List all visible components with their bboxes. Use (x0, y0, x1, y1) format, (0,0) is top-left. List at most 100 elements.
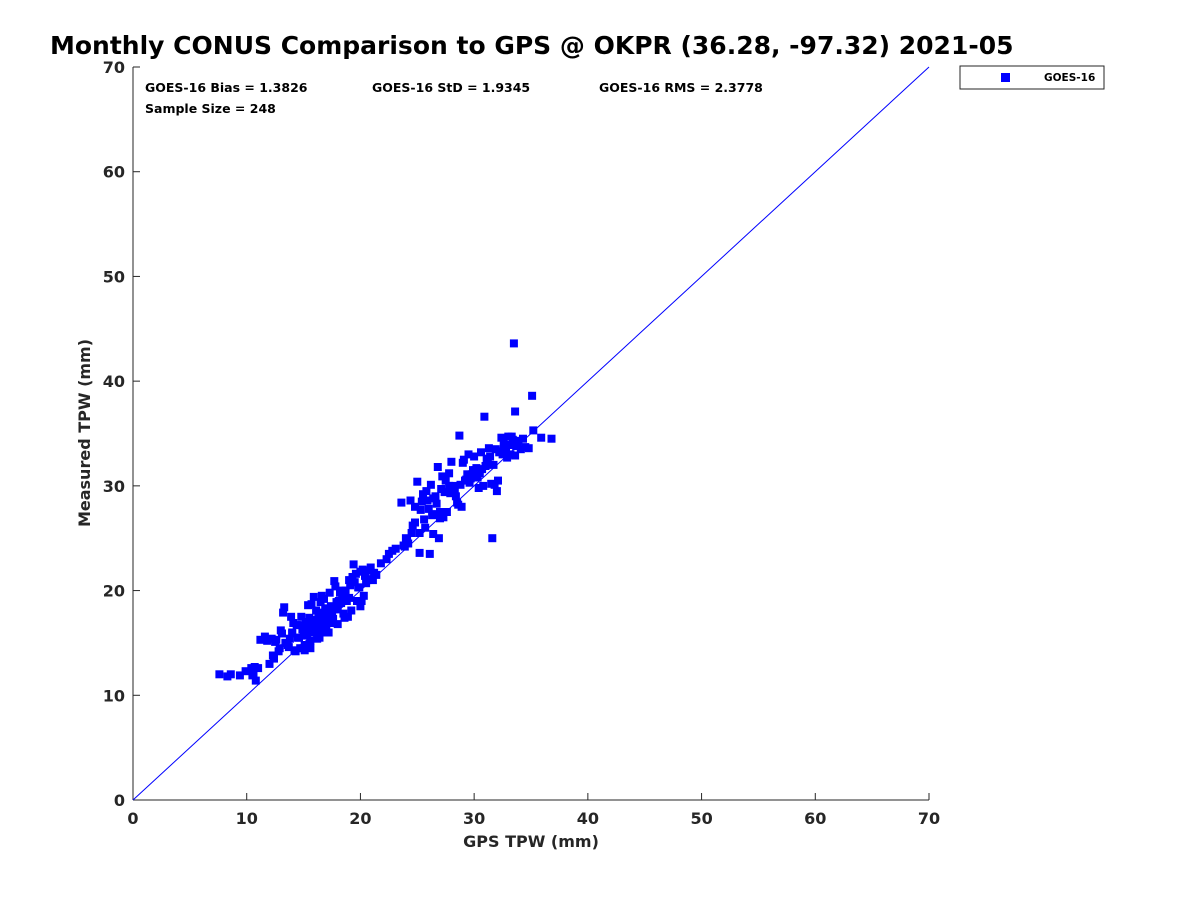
data-point (479, 481, 488, 490)
x-tick-label: 20 (349, 809, 371, 828)
stat-rms: GOES-16 RMS = 2.3778 (599, 80, 763, 95)
data-point (357, 597, 366, 605)
data-point (315, 624, 324, 633)
data-point (338, 592, 347, 601)
stat-std: GOES-16 StD = 1.9345 (372, 80, 530, 95)
data-point (330, 577, 339, 586)
axis-ticks: 0 10 20 30 40 50 60 70 0 10 20 30 40 50 60 70 (103, 58, 940, 828)
data-point (382, 555, 391, 564)
data-point (279, 608, 288, 617)
data-point (424, 504, 433, 513)
data-point (519, 434, 527, 443)
plot-area (132, 67, 929, 801)
data-point (308, 623, 317, 632)
data-point (353, 597, 361, 605)
data-point (437, 485, 446, 493)
data-point (388, 546, 397, 555)
data-point (472, 464, 481, 473)
stat-bias: GOES-16 Bias = 1.3826 (145, 80, 308, 95)
data-point (401, 534, 410, 543)
data-point (447, 457, 456, 466)
data-point (481, 462, 490, 470)
y-tick-label: 40 (103, 372, 125, 391)
data-point (496, 447, 505, 456)
data-point (251, 676, 260, 685)
data-point (432, 499, 441, 508)
data-point (467, 470, 476, 479)
data-point (370, 568, 379, 577)
data-point (436, 508, 444, 516)
data-point (512, 442, 521, 451)
y-tick-label: 20 (103, 582, 125, 601)
data-point (270, 654, 278, 663)
legend-label-goes16: GOES-16 (1044, 72, 1095, 84)
data-point (254, 664, 263, 673)
data-point (289, 619, 298, 627)
data-point (492, 487, 501, 496)
data-point (334, 597, 343, 605)
data-point (484, 444, 493, 453)
data-point (297, 621, 306, 630)
data-point (415, 548, 424, 557)
data-point (505, 441, 514, 449)
data-point (321, 604, 330, 613)
x-tick-label: 50 (690, 809, 712, 828)
data-point (470, 452, 479, 461)
data-point (404, 539, 413, 548)
x-tick-label: 40 (577, 809, 599, 828)
x-tick-label: 60 (804, 809, 826, 828)
data-point (413, 477, 422, 486)
data-point (456, 480, 465, 489)
data-point (226, 670, 235, 679)
data-point (529, 426, 538, 435)
data-point (500, 442, 509, 451)
data-point (309, 592, 318, 601)
x-tick-label: 0 (127, 809, 138, 828)
data-point (288, 628, 297, 637)
y-tick-label: 10 (103, 686, 125, 705)
data-point (521, 443, 530, 452)
data-point (425, 549, 434, 558)
data-point (423, 496, 432, 505)
data-point (298, 625, 307, 634)
data-point (511, 451, 520, 460)
data-point (317, 591, 326, 600)
data-point (339, 609, 348, 618)
data-point (473, 473, 482, 482)
data-point (341, 586, 350, 595)
data-point (420, 515, 429, 524)
data-point (314, 608, 323, 617)
data-point (497, 433, 506, 442)
data-point (419, 490, 427, 499)
data-point (439, 513, 448, 522)
data-point (329, 614, 338, 623)
data-point (503, 453, 512, 462)
data-point (267, 634, 276, 643)
data-point (328, 609, 336, 618)
data-point (304, 625, 313, 634)
y-tick-label: 0 (114, 791, 125, 810)
y-tick-label: 50 (103, 267, 125, 286)
data-point (365, 566, 374, 575)
data-point (306, 644, 315, 653)
data-point (356, 602, 365, 611)
data-point (282, 638, 291, 647)
data-point (300, 641, 309, 649)
y-axis-label: Measured TPW (mm) (75, 339, 94, 527)
data-point (449, 481, 458, 490)
x-tick-label: 70 (918, 809, 940, 828)
data-point (333, 605, 342, 614)
data-point (376, 559, 385, 568)
data-point (348, 573, 357, 581)
legend: GOES-16 (959, 65, 1105, 90)
data-point (430, 510, 439, 519)
data-point (256, 635, 265, 644)
data-point (235, 671, 244, 680)
x-tick-label: 30 (463, 809, 485, 828)
data-point (513, 437, 522, 446)
data-point (355, 583, 364, 592)
data-point (477, 448, 485, 457)
data-point (480, 412, 489, 421)
data-point (260, 632, 269, 641)
